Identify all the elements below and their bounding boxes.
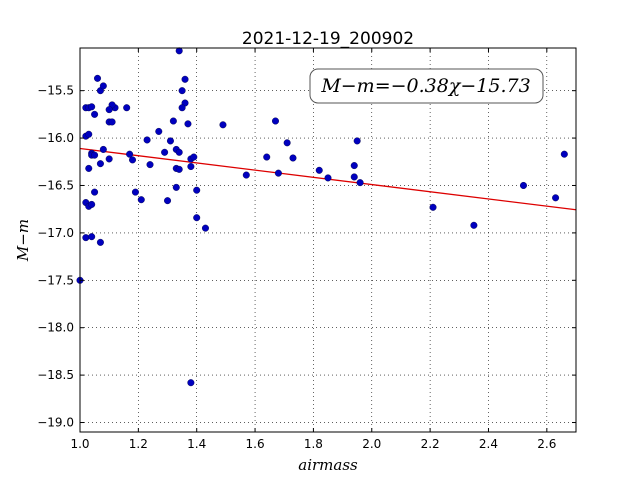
x-tick-label: 2.0 [362,437,381,451]
data-point [187,379,195,387]
data-point [82,234,90,242]
data-point [88,233,96,241]
data-point [190,153,198,161]
x-tick-label: 1.0 [70,437,89,451]
data-point [166,137,174,145]
data-point [164,197,172,205]
data-point [169,117,177,125]
data-point [88,103,96,111]
data-point [99,82,107,90]
data-points [76,47,568,387]
data-point [193,214,201,222]
data-point [350,162,358,170]
annotation-box [309,68,544,104]
data-point [161,148,169,156]
data-point [552,194,560,202]
data-point [271,117,279,125]
x-axis-label: airmass [298,456,358,474]
data-point [193,186,201,194]
data-point [143,136,151,144]
data-point [85,130,93,138]
y-tick-label: −15.5 [37,84,74,98]
y-tick-label: −16.0 [37,131,74,145]
data-point [219,121,227,129]
y-tick-label: −18.5 [37,368,74,382]
equation-annotation: M−m=−0.38χ−15.73 [309,68,544,104]
data-point [91,151,99,159]
data-point [289,154,297,162]
y-tick-label: −18.0 [37,321,74,335]
data-point [353,137,361,145]
x-tick-label: 1.2 [129,437,148,451]
y-tick-label: −17.5 [37,273,74,287]
data-point [184,120,192,128]
data-point [146,161,154,169]
data-point [129,156,137,164]
data-point [105,155,113,163]
data-point [283,139,291,147]
data-point [470,221,478,229]
x-tick-label: 1.4 [187,437,206,451]
data-point [175,165,183,173]
data-point [155,127,163,135]
data-point [96,160,104,168]
data-point [94,74,102,82]
data-point [560,150,568,158]
data-point [123,104,131,112]
x-tick-label: 2.4 [479,437,498,451]
data-point [175,47,183,55]
data-point [181,75,189,83]
x-tick-label: 2.2 [421,437,440,451]
data-point [91,110,99,118]
data-point [429,203,437,211]
ticks [79,48,576,432]
x-tick-label: 2.6 [537,437,556,451]
data-point [131,188,139,196]
y-tick-label: −19.0 [37,416,74,430]
data-point [519,181,527,189]
data-point [172,183,180,191]
data-point [126,150,134,158]
chart-title: 2021-12-19_200902 [242,29,414,49]
data-point [263,153,271,161]
data-point [91,188,99,196]
annotation-text: M−m=−0.38χ−15.73 [320,75,530,97]
y-tick-label: −17.0 [37,226,74,240]
data-point [88,200,96,208]
x-tick-labels: 1.0 1.2 1.4 1.6 1.8 2.0 2.2 2.4 2.6 [70,437,556,451]
y-tick-label: −16.5 [37,178,74,192]
data-point [242,171,250,179]
y-tick-labels: −15.5 −16.0 −16.5 −17.0 −17.5 −18.0 −18.5 −19.0 [37,84,74,430]
data-point [201,224,209,232]
data-point [356,179,364,187]
data-point [96,238,104,246]
data-point [108,118,116,126]
data-point [274,169,282,177]
data-point [99,145,107,153]
data-point [324,174,332,182]
data-point [315,166,323,174]
x-tick-label: 1.8 [304,437,323,451]
data-point [85,164,93,172]
data-point [105,106,113,114]
data-point [178,87,186,95]
data-point [178,104,186,112]
data-point [350,173,358,181]
data-point [175,148,183,156]
data-point [187,163,195,171]
plot-frame [79,47,577,433]
x-tick-label: 1.6 [246,437,265,451]
data-point [137,196,145,204]
y-axis-label: M−m [14,219,32,262]
